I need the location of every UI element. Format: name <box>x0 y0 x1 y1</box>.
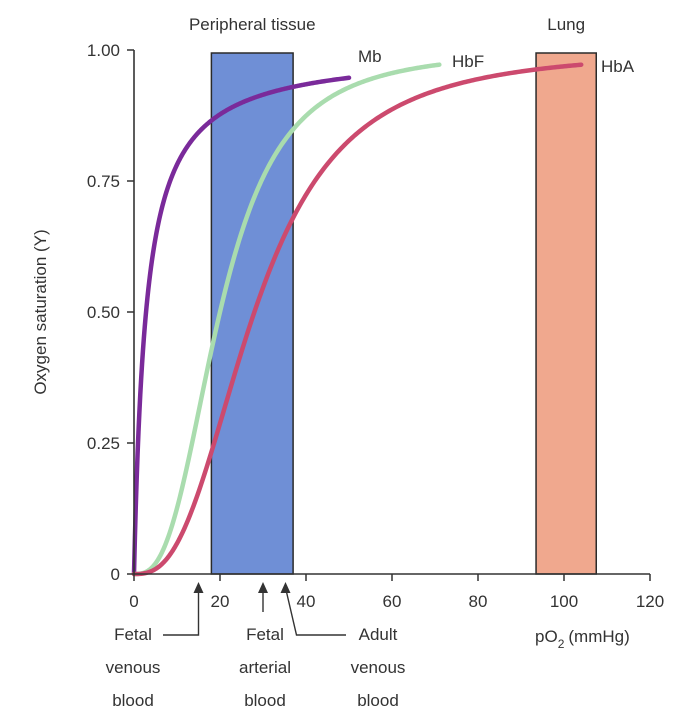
region-label-1: Lung <box>547 15 585 34</box>
y-tick-label-2: 0.50 <box>87 303 120 322</box>
region-labels: Peripheral tissue Lung <box>189 15 585 34</box>
annotation-0-line-0: Fetal <box>114 625 152 644</box>
series-label-hba: HbA <box>601 57 635 76</box>
annotation-0-line-2: blood <box>112 691 154 710</box>
x-axis-label: pO2 (mmHg) <box>535 627 630 651</box>
y-axis-ticks: 0 0.25 0.50 0.75 1.00 <box>87 41 134 584</box>
x-axis-label-main: pO <box>535 627 558 646</box>
series-labels: Mb HbF HbA <box>358 47 635 76</box>
annotation-0-line-1: venous <box>106 658 161 677</box>
y-tick-label-4: 1.00 <box>87 41 120 60</box>
annotation-0-arrowhead <box>193 582 204 593</box>
x-tick-label-4: 80 <box>469 592 488 611</box>
x-axis-label-units: (mmHg) <box>568 627 629 646</box>
annotation-1-line-0: Fetal <box>246 625 284 644</box>
annotation-2-line-2: blood <box>357 691 399 710</box>
region-lung <box>535 52 597 575</box>
annotation-0-leader <box>163 590 200 636</box>
y-tick-label-3: 0.75 <box>87 172 120 191</box>
x-tick-label-6: 120 <box>636 592 664 611</box>
annotation-0: Fetal venous blood <box>106 582 204 710</box>
x-axis-ticks: 0 20 40 60 80 100 120 <box>129 574 664 611</box>
annotation-2-arrowhead <box>280 582 291 593</box>
x-tick-label-1: 20 <box>211 592 230 611</box>
annotation-2-leader <box>285 591 346 636</box>
curve-hbf <box>131 62 442 577</box>
region-label-0: Peripheral tissue <box>189 15 316 34</box>
curve-hba <box>131 62 584 577</box>
x-tick-label-0: 0 <box>129 592 138 611</box>
annotation-1: Fetal arterial blood <box>239 582 291 710</box>
x-tick-label-2: 40 <box>297 592 316 611</box>
y-tick-label-0: 0 <box>111 565 120 584</box>
x-axis-label-subscript: 2 <box>558 637 565 651</box>
y-axis-label: Oxygen saturation (Y) <box>31 229 50 394</box>
series-label-hbf: HbF <box>452 52 484 71</box>
annotation-1-line-2: blood <box>244 691 286 710</box>
y-tick-label-1: 0.25 <box>87 434 120 453</box>
x-tick-label-3: 60 <box>383 592 402 611</box>
saturation-curves <box>131 62 584 577</box>
series-label-mb: Mb <box>358 47 382 66</box>
annotation-2-line-1: venous <box>351 658 406 677</box>
annotation-1-arrowhead <box>258 582 268 593</box>
curve-mb <box>131 75 352 577</box>
annotation-1-line-1: arterial <box>239 658 291 677</box>
annotation-2: Adult venous blood <box>280 582 406 710</box>
annotations: Fetal venous blood Fetal arterial blood Adult v… <box>106 582 406 710</box>
x-tick-label-5: 100 <box>550 592 578 611</box>
annotation-2-line-0: Adult <box>359 625 398 644</box>
shaded-regions <box>210 52 597 575</box>
